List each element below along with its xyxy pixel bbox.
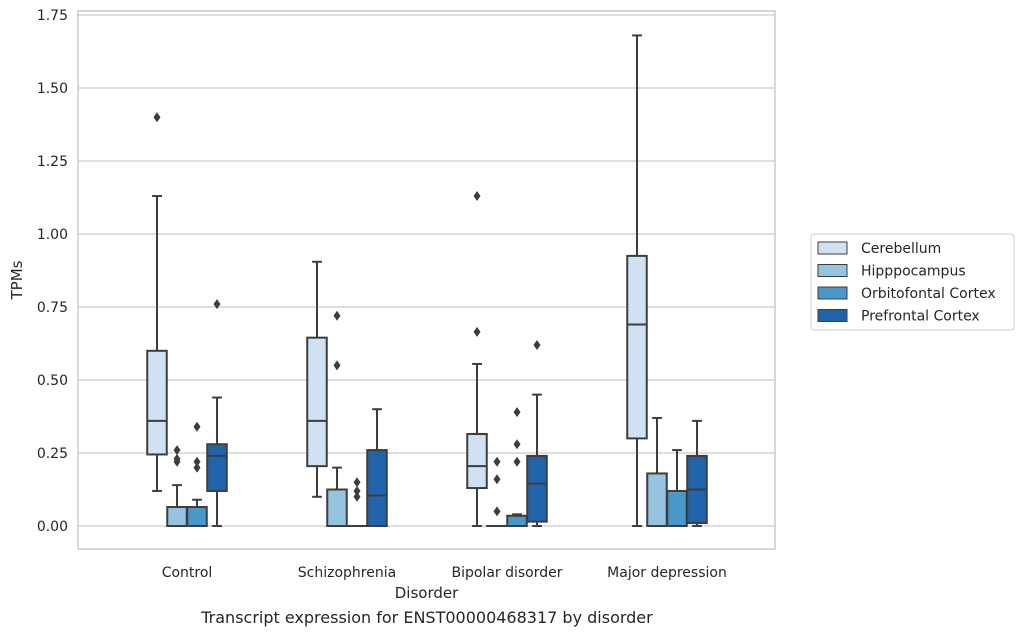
iqr-box [526, 454, 548, 523]
box-hipppocampus [486, 456, 508, 528]
iqr-box [506, 514, 528, 528]
outlier-point [353, 491, 361, 502]
outlier-point [533, 339, 541, 350]
y-axis-ticks: 0.00 0.25 0.50 0.75 1.00 1.25 1.50 1.75 [37, 8, 68, 535]
y-tick-label: 0.75 [37, 300, 68, 316]
y-tick-label: 0.50 [37, 373, 68, 389]
iqr-box [306, 336, 328, 468]
outlier-point [173, 445, 181, 456]
y-tick-label: 0.25 [37, 446, 68, 462]
iqr-box [146, 349, 168, 456]
legend-label: Prefrontal Cortex [861, 309, 980, 325]
outlier-point [473, 326, 481, 337]
box-orbitofontal-cortex [186, 421, 208, 527]
outlier-point [513, 456, 521, 467]
legend-swatch [817, 286, 848, 300]
x-tick-label: Schizophrenia [298, 565, 396, 581]
legend: Cerebellum Hipppocampus Orbitofontal Corte… [810, 233, 1015, 331]
outlier-point [153, 112, 161, 123]
legend-swatch [817, 309, 848, 322]
grid-lines [78, 14, 775, 527]
y-tick-label: 1.00 [37, 227, 68, 243]
outlier-point [493, 506, 501, 517]
y-axis-title: TPMs [8, 260, 26, 300]
box-hipppocampus [326, 310, 348, 527]
plot-area [146, 34, 708, 528]
outlier-point [333, 360, 341, 371]
legend-frame [810, 233, 1015, 331]
box-prefrontal-cortex [526, 339, 548, 527]
box-cerebellum [466, 191, 488, 527]
x-tick-label: Bipolar disorder [451, 565, 562, 581]
outlier-point [353, 485, 361, 496]
legend-swatch [817, 241, 848, 255]
y-tick-label: 1.50 [37, 81, 68, 97]
box-prefrontal-cortex [366, 408, 388, 527]
iqr-box [166, 506, 188, 527]
x-tick-label: Major depression [607, 565, 727, 581]
box-orbitofontal-cortex [506, 407, 528, 528]
iqr-box [646, 472, 668, 528]
box-cerebellum [146, 112, 168, 492]
iqr-box [666, 489, 688, 527]
iqr-box [626, 254, 648, 440]
outlier-point [193, 456, 201, 467]
y-tick-label: 1.25 [37, 154, 68, 170]
outlier-point [193, 421, 201, 432]
outlier-point [493, 456, 501, 467]
outlier-point [333, 310, 341, 321]
iqr-box [186, 506, 208, 527]
x-axis-ticks: Control Schizophrenia Bipolar disorder Majo… [162, 565, 727, 581]
x-tick-label: Control [162, 565, 213, 581]
box-prefrontal-cortex [686, 419, 708, 527]
iqr-box [466, 433, 488, 490]
legend-swatch [817, 264, 848, 277]
iqr-box [366, 449, 388, 527]
outlier-point [473, 191, 481, 202]
box-hipppocampus [646, 416, 668, 528]
outlier-point [173, 453, 181, 464]
outlier-point [493, 474, 501, 485]
box-orbitofontal-cortex [346, 477, 368, 528]
box-prefrontal-cortex [206, 299, 228, 527]
iqr-box [206, 443, 228, 492]
x-axis-title: Disorder [395, 584, 459, 602]
legend-label: Orbitofontal Cortex [861, 286, 996, 302]
outlier-point [193, 462, 201, 473]
box-hipppocampus [166, 445, 188, 527]
legend-label: Cerebellum [861, 241, 941, 257]
outlier-point [213, 299, 221, 310]
chart-caption: Transcript expression for ENST0000046831… [200, 608, 653, 627]
y-tick-label: 1.75 [37, 8, 68, 24]
box-orbitofontal-cortex [666, 449, 688, 527]
outlier-point [513, 439, 521, 450]
plot-frame [77, 10, 776, 550]
outlier-point [353, 477, 361, 488]
box-cerebellum [626, 34, 648, 527]
legend-label: Hipppocampus [861, 264, 966, 280]
box-cerebellum [306, 260, 328, 498]
y-tick-label: 0.00 [37, 519, 68, 535]
outlier-point [513, 407, 521, 418]
iqr-box [326, 488, 348, 527]
